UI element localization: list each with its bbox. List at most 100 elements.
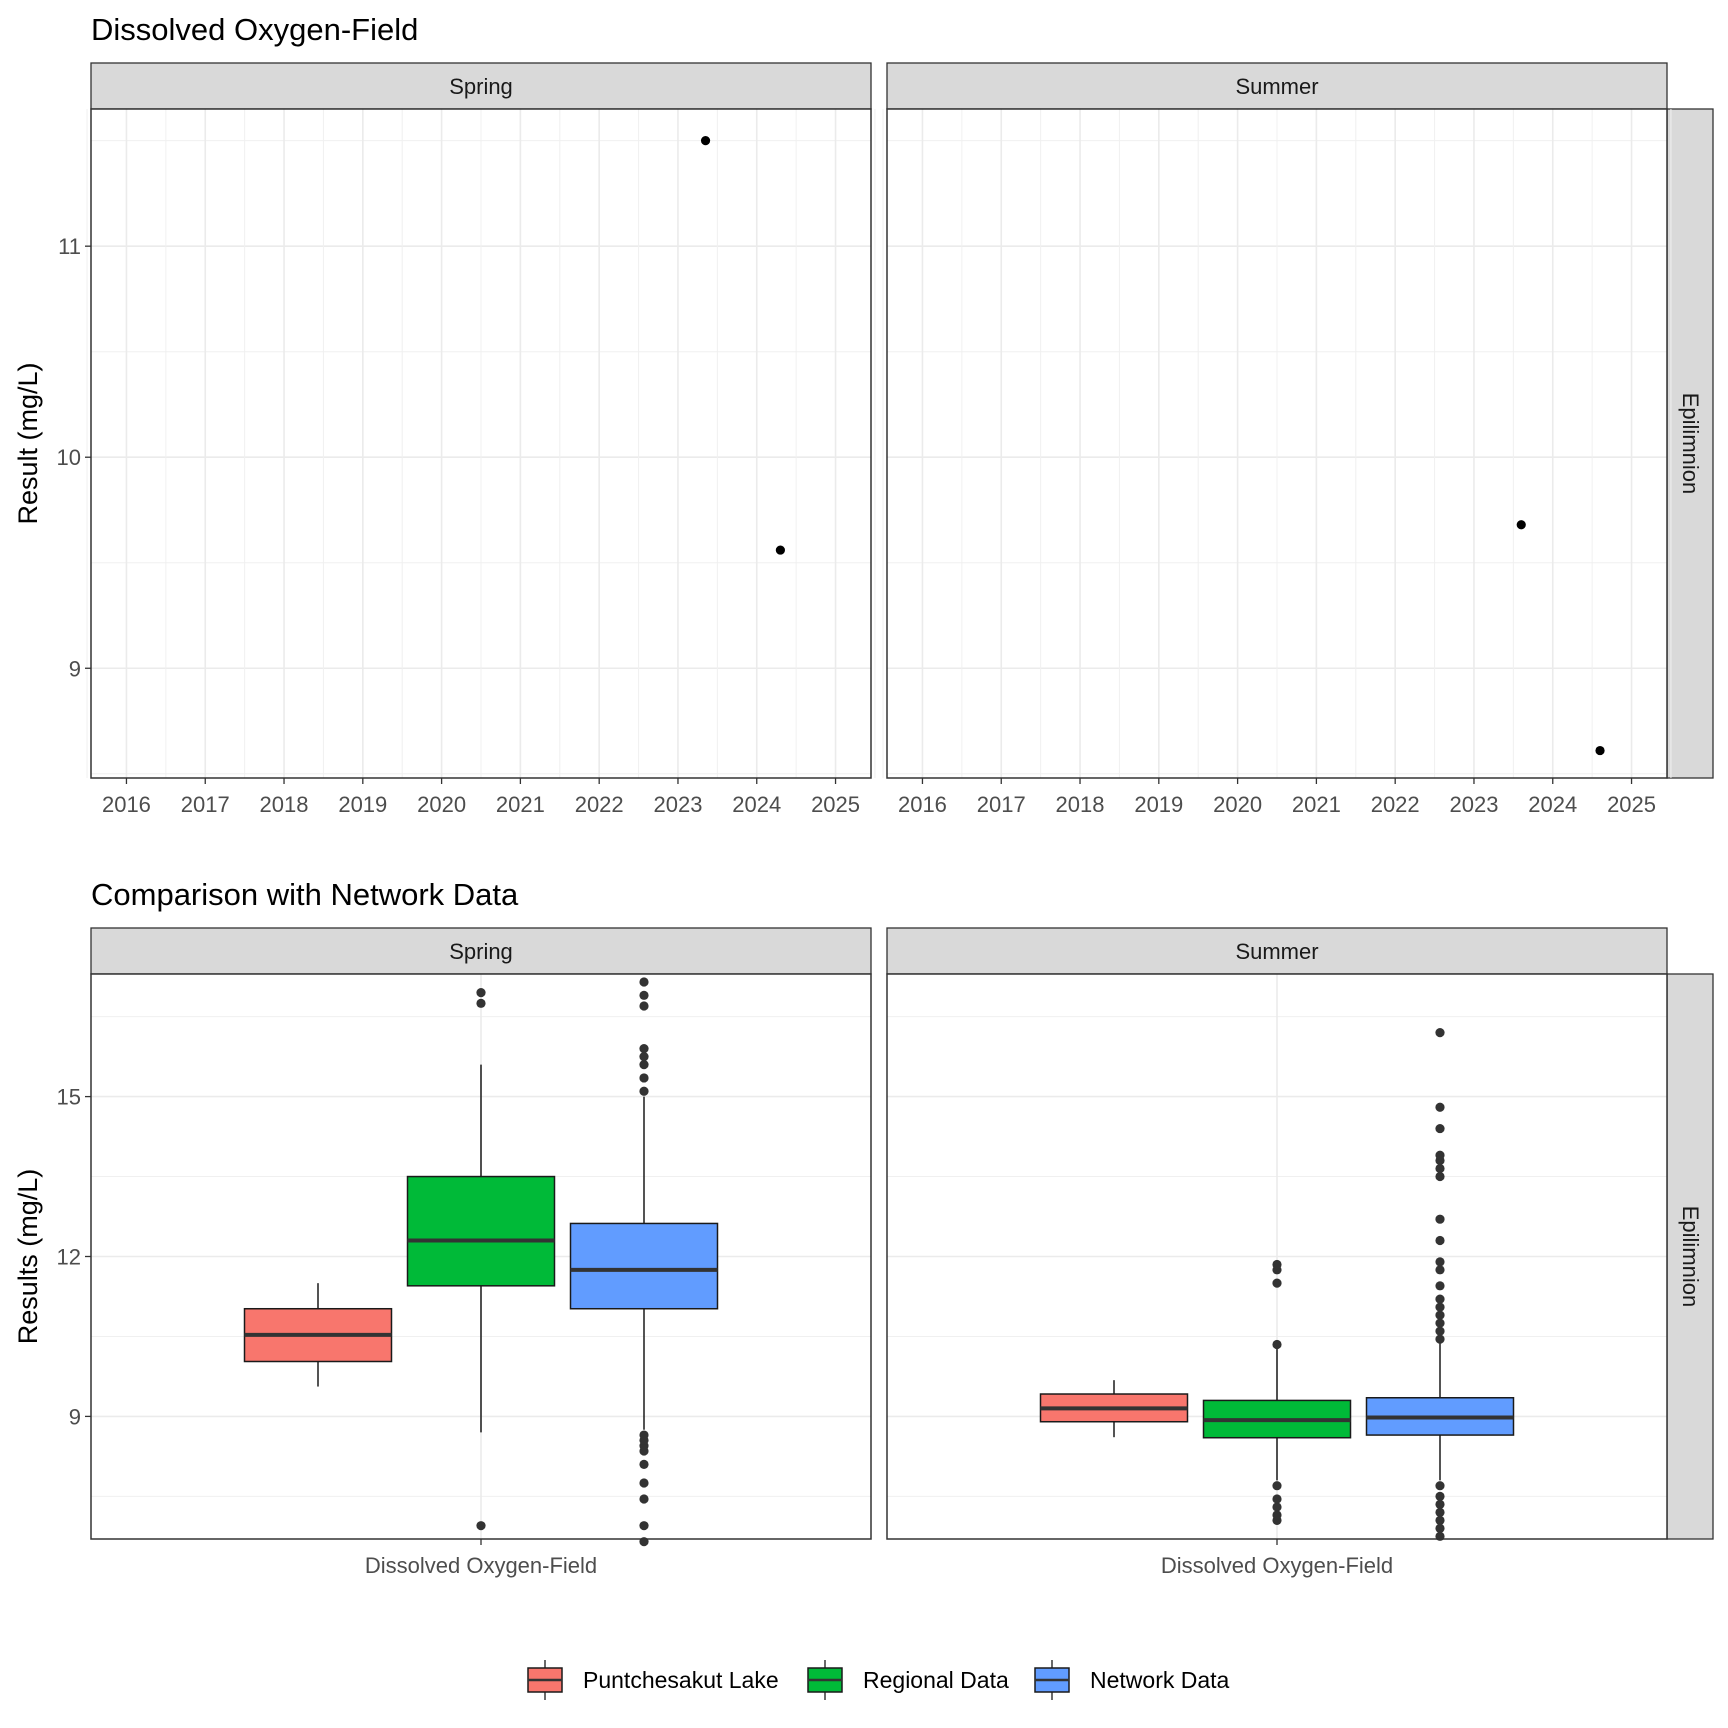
facet-strip [90,927,872,975]
outlier-point [1435,1028,1445,1038]
outlier-point [1435,1334,1445,1344]
gridlines [887,974,1667,1539]
x-tick-label: 2025 [811,792,860,817]
outlier-point [1435,1491,1445,1501]
legend: Puntchesakut Lake Regional Data Network Da… [527,1660,1230,1700]
y-axis-title: Results (mg/L) [13,1169,43,1345]
outlier-point [639,1060,649,1070]
x-tick-label: 2025 [1607,792,1656,817]
row-strip [1666,973,1714,1540]
outlier-point [1272,1481,1282,1491]
box-network-data [1365,1028,1515,1541]
x-tick-label: 2020 [1213,792,1262,817]
outlier-point [639,1494,649,1504]
section-0: Dissolved Oxygen-Field Result (mg/L) Epili… [13,12,1714,817]
facet-strip [886,927,1668,975]
chart-title: Dissolved Oxygen-Field [91,12,418,47]
y-tick-label: 10 [57,445,81,470]
y-axis-title: Result (mg/L) [13,362,43,524]
x-tick-label: 2017 [181,792,230,817]
outlier-point [476,988,486,998]
x-tick-label: 2024 [732,792,781,817]
box-puntchesakut-lake [243,1283,393,1387]
outlier-point [639,1430,649,1440]
outlier-point [639,1052,649,1062]
y-tick-label: 15 [57,1085,81,1110]
outlier-point [639,1001,649,1011]
facet-strip [886,62,1668,110]
data-point [1516,520,1526,530]
y-tick-label: 9 [69,1404,81,1429]
outlier-point [1435,1507,1445,1517]
outlier-point [1435,1102,1445,1112]
x-tick-label: 2019 [338,792,387,817]
outlier-point [639,977,649,987]
outlier-point [1435,1163,1445,1174]
x-tick-label: 2023 [653,792,702,817]
interquartile-box [569,1222,719,1310]
outlier-point [1272,1494,1282,1504]
legend-item-regional-data: Regional Data [807,1660,1009,1700]
row-strip-label: Epilimnion [1678,393,1703,495]
y-tick-label: 12 [57,1245,81,1270]
outlier-point [1435,1302,1445,1312]
outlier-point [639,1478,649,1488]
outlier-point [1435,1523,1445,1533]
x-category-label: Dissolved Oxygen-Field [365,1553,597,1578]
x-tick-label: 2021 [1292,792,1341,817]
outlier-point [639,1044,649,1054]
outlier-point [1435,1481,1445,1491]
gridlines [86,109,876,778]
x-category-label: Dissolved Oxygen-Field [1161,1553,1393,1578]
facet-strip-label: Summer [1235,939,1318,964]
chart-title: Comparison with Network Data [91,877,519,912]
y-tick-label: 11 [58,234,81,259]
outlier-point [1272,1278,1282,1288]
section-1: Comparison with Network Data Results (mg/… [13,877,1714,1578]
outlier-point [639,1073,649,1083]
x-tick-label: 2022 [575,792,624,817]
panel-spring: Spring 2016 2017 2018 2019 2020 2021 2022 2023 20… [86,62,876,817]
panel-summer: Summer 2016 2017 2018 2019 2020 2021 2022 2023 20… [882,62,1672,817]
outlier-point [1435,1499,1445,1509]
y-tick-label: 9 [69,656,81,681]
outlier-point [1435,1515,1445,1525]
data-point [700,136,711,146]
x-tick-label: 2017 [977,792,1026,817]
x-tick-label: 2022 [1371,792,1420,817]
x-tick-label: 2024 [1528,792,1577,817]
outlier-point [1435,1294,1445,1304]
outlier-point [1435,1281,1445,1291]
outlier-point [1435,1310,1445,1320]
outlier-point [1272,1502,1282,1512]
outlier-point [1435,1318,1445,1328]
outlier-point [476,998,486,1008]
facet-strip-label: Summer [1235,74,1318,99]
x-tick-label: 2023 [1449,792,1498,817]
gridlines [882,109,1672,778]
row-strip-label: Epilimnion [1678,1206,1703,1308]
box-regional-data [1202,1259,1352,1525]
panel-border [90,108,872,779]
outlier-point [1435,1265,1445,1275]
interquartile-box [406,1175,556,1287]
outlier-point [1435,1150,1445,1160]
data-point [775,545,785,555]
x-tick-label: 2018 [1056,792,1105,817]
box-puntchesakut-lake [1039,1380,1189,1438]
box-regional-data [406,988,556,1531]
x-tick-label: 2018 [260,792,309,817]
data-point [1595,745,1605,756]
outlier-point [1435,1235,1445,1246]
panel-summer: Summer Dissolved Oxygen-Field [886,927,1668,1578]
panel-spring: Spring Dissolved Oxygen-Field [90,927,872,1578]
outlier-point [1272,1510,1282,1520]
box-network-data [569,977,719,1547]
legend-label: Network Data [1090,1667,1230,1693]
outlier-point [1435,1123,1445,1134]
outlier-point [639,1521,649,1531]
panel-border [886,973,1668,1540]
outlier-point [1435,1214,1445,1224]
legend-item-puntchesakut-lake: Puntchesakut Lake [527,1660,779,1700]
